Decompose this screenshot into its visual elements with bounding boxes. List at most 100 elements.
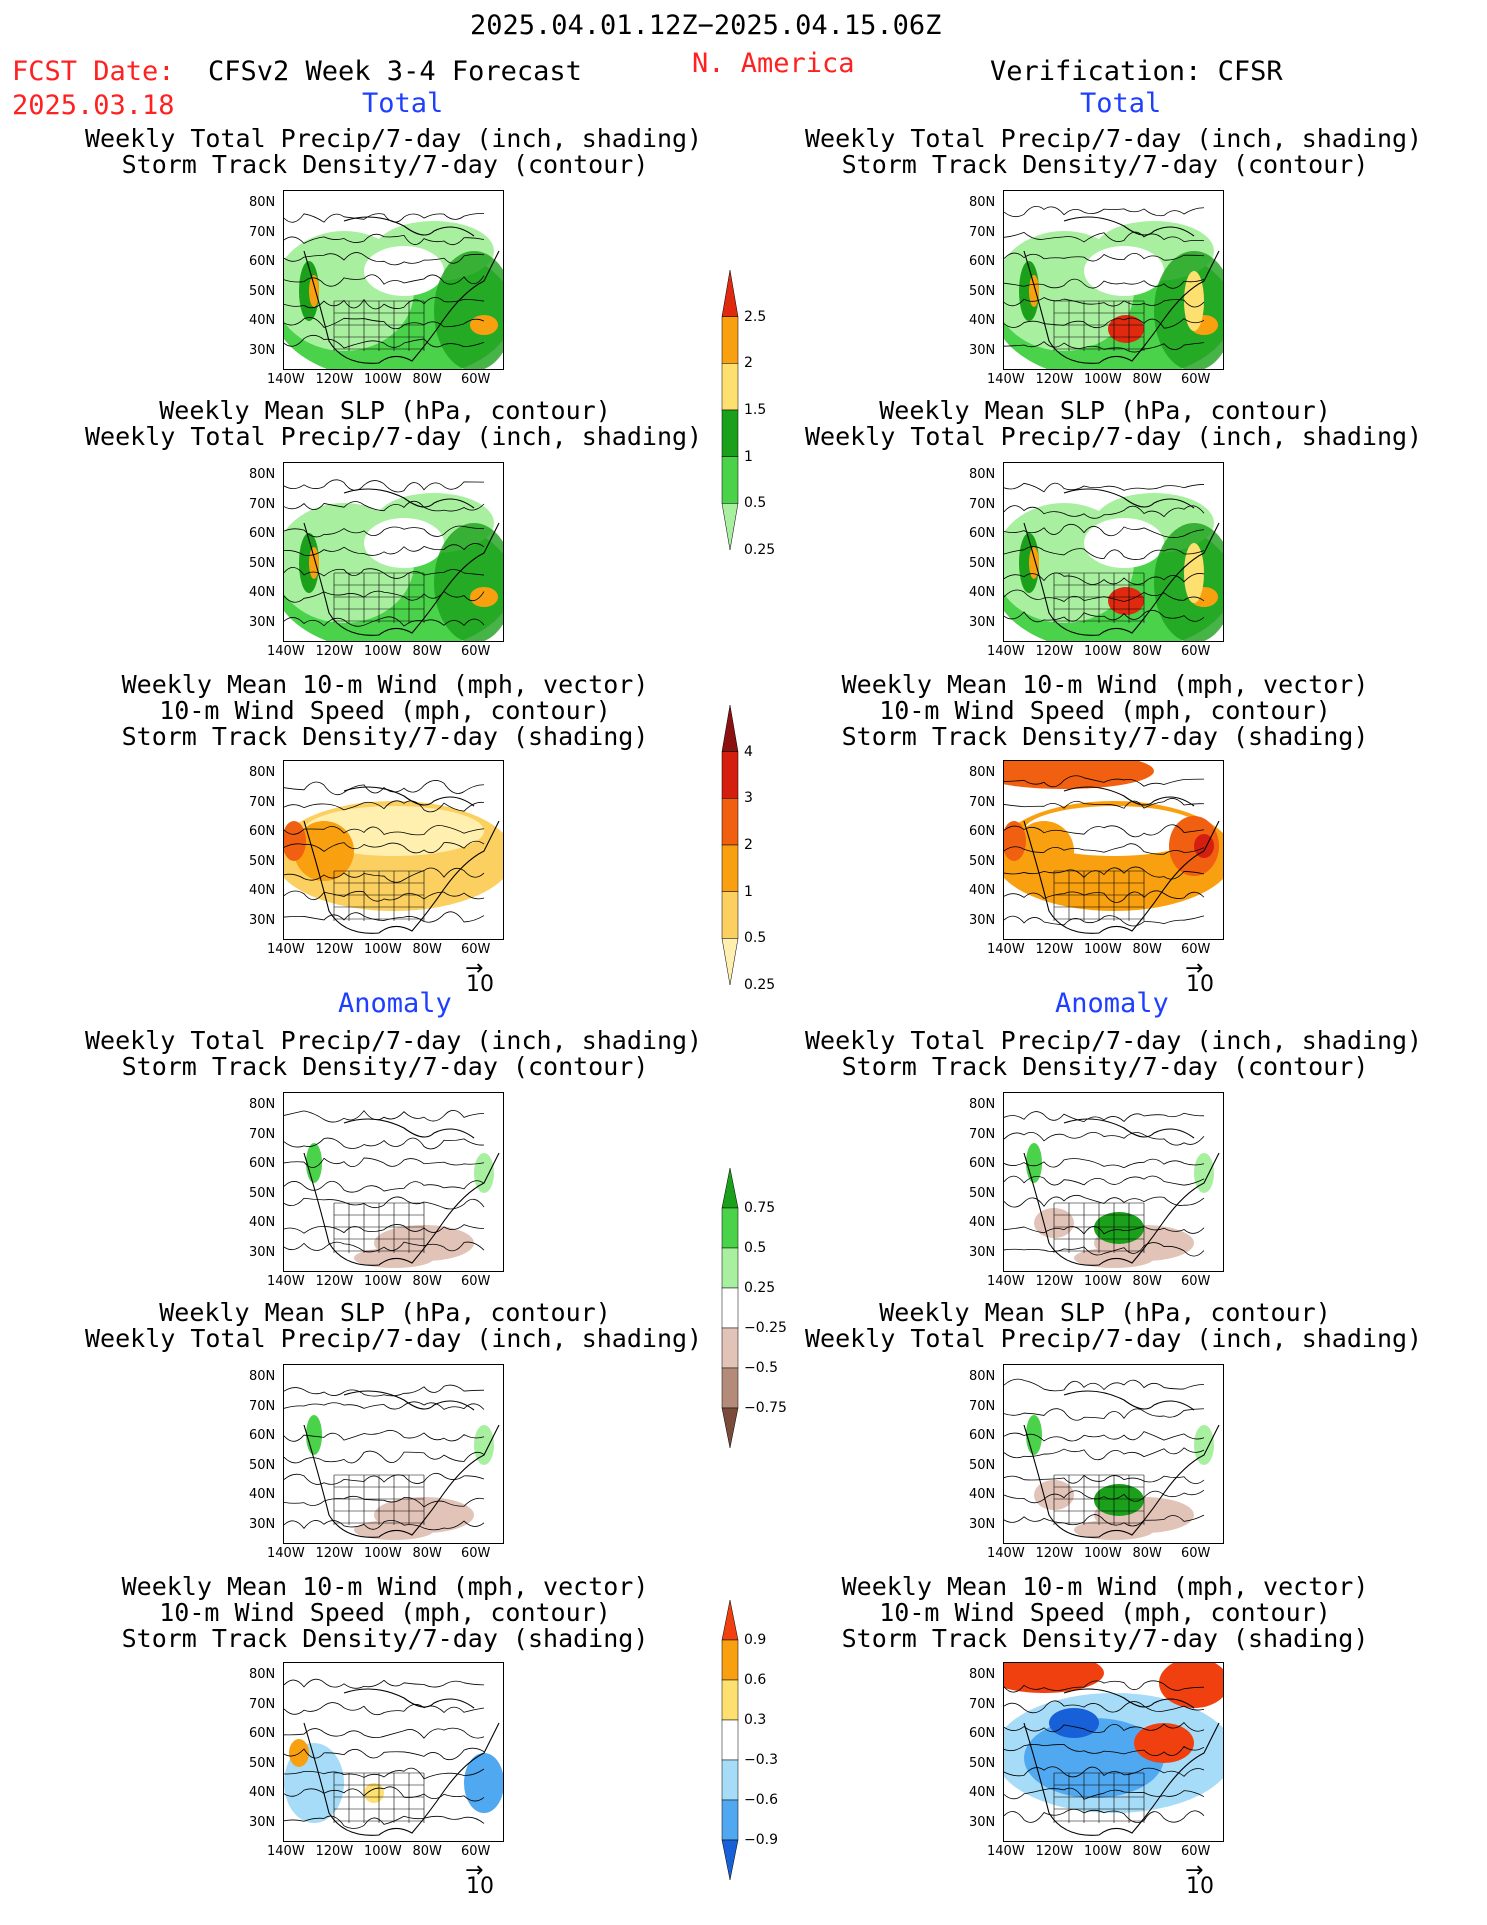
lon-tick-label: 120W [315,1844,354,1859]
verification-title: Verification: CFSR [990,56,1283,87]
panel-title-ob-anom-precip-1: Storm Track Density/7-day (contour) [841,1052,1369,1081]
panel-title-fc-total-wind-0: Weekly Mean 10-m Wind (mph, vector) [121,670,649,699]
model-title: CFSv2 Week 3-4 Forecast [208,56,582,87]
lon-tick-label: 120W [315,1546,354,1561]
lat-tick-label: 30N [969,1814,996,1830]
lat-tick-label: 40N [969,1785,996,1800]
lat-tick-label: 50N [249,1755,276,1771]
panel-title-ob-total-slp-1: Weekly Total Precip/7-day (inch, shading… [805,422,1423,451]
lat-tick-label: 60N [969,254,996,269]
lon-tick-label: 80W [412,1844,442,1859]
colorbar-tick-label: 0.25 [744,977,776,993]
lon-tick-label: 80W [1132,942,1162,957]
lon-tick-label: 80W [1132,1844,1162,1859]
lat-tick-label: 40N [249,1487,276,1502]
vector-reference-label: 10 [1186,1874,1214,1899]
map-shading [284,780,503,934]
lat-tick-label: 70N [969,794,996,810]
lon-tick-label: 140W [987,644,1025,659]
map-panel-fc-anom-precip [283,1092,504,1272]
panel-title-ob-total-wind-2: Storm Track Density/7-day (shading) [841,722,1369,751]
lon-tick-label: 80W [412,372,442,387]
vector-reference-arrow: → [1185,1858,1204,1883]
lat-tick-label: 70N [969,1398,996,1414]
lon-tick-label: 80W [412,1546,442,1561]
lat-tick-label: 30N [249,912,276,928]
lat-tick-label: 80N [249,467,276,482]
lon-tick-label: 60W [1181,1546,1211,1561]
lat-tick-label: 80N [249,1097,276,1112]
lon-tick-label: 100W [364,644,402,659]
colorbar-tick-label: 0.75 [744,1200,776,1216]
panel-title-ob-total-wind-1: 10-m Wind Speed (mph, contour) [879,696,1331,725]
colorbar-tick-label: 0.25 [744,1280,776,1296]
lat-tick-label: 40N [249,1785,276,1800]
lat-tick-label: 50N [969,1755,996,1771]
lon-tick-label: 80W [1132,1274,1162,1289]
lon-tick-label: 140W [267,1546,305,1561]
panel-title-ob-total-precip-1: Storm Track Density/7-day (contour) [841,150,1369,179]
lat-tick-label: 50N [249,283,276,299]
lat-tick-label: 70N [969,496,996,512]
lon-tick-label: 60W [461,644,491,659]
lat-tick-label: 70N [249,1126,276,1142]
lon-tick-label: 120W [315,942,354,957]
lon-tick-label: 60W [461,942,491,957]
lon-tick-label: 140W [987,372,1025,387]
panel-title-fc-total-wind-2: Storm Track Density/7-day (shading) [121,722,649,751]
lon-tick-label: 100W [364,1274,402,1289]
colorbar-tick-label: −0.25 [744,1320,787,1336]
lat-tick-label: 60N [969,1156,996,1171]
colorbar-tick-label: 0.3 [744,1712,767,1728]
map-panel-fc-total-wind [283,760,504,940]
vector-reference-arrow: → [465,956,484,981]
panel-title-ob-anom-slp-1: Weekly Total Precip/7-day (inch, shading… [805,1324,1423,1353]
lat-tick-label: 30N [969,912,996,928]
lat-tick-label: 40N [249,313,276,328]
vector-reference-arrow: → [1185,956,1204,981]
lat-tick-label: 80N [969,467,996,482]
lat-tick-label: 80N [249,765,276,780]
lat-tick-label: 40N [249,1215,276,1230]
lat-tick-label: 70N [249,1398,276,1414]
lat-tick-label: 40N [249,585,276,600]
map-panel-ob-total-precip [1003,190,1224,370]
lat-tick-label: 60N [249,254,276,269]
colorbar-tick-label: 4 [744,743,753,760]
lon-tick-label: 100W [1084,1546,1122,1561]
colorbar-tick-label: 1.5 [744,402,767,418]
map-panel-ob-anom-wind [1003,1662,1224,1842]
lat-tick-label: 60N [249,1726,276,1741]
lon-tick-label: 140W [987,942,1025,957]
colorbar-storm_anom [721,1599,739,1881]
lon-tick-label: 140W [267,1844,305,1859]
lon-tick-label: 120W [1035,1844,1074,1859]
map-panel-fc-anom-wind [283,1662,504,1842]
lat-tick-label: 50N [249,1457,276,1473]
lat-tick-label: 30N [249,1814,276,1830]
lon-tick-label: 100W [1084,372,1122,387]
map-shading [1004,1663,1223,1836]
lon-tick-label: 80W [1132,1546,1162,1561]
lat-tick-label: 40N [969,883,996,898]
panel-title-ob-total-wind-0: Weekly Mean 10-m Wind (mph, vector) [841,670,1369,699]
colorbar-tick-label: 0.5 [744,1240,767,1256]
region-title: N. America [692,48,855,79]
colorbar-tick-label: 3 [744,790,753,807]
lat-tick-label: 60N [249,526,276,541]
lat-tick-label: 40N [969,585,996,600]
lon-tick-label: 60W [461,372,491,387]
lon-tick-label: 80W [412,1274,442,1289]
colorbar-tick-label: −0.75 [744,1400,787,1416]
map-shading [284,479,503,641]
lon-tick-label: 120W [315,372,354,387]
panel-title-fc-anom-precip-1: Storm Track Density/7-day (contour) [121,1052,649,1081]
colorbar-precip_total [721,269,739,551]
lon-tick-label: 100W [1084,1274,1122,1289]
lon-tick-label: 140W [987,1274,1025,1289]
panel-title-fc-anom-precip-0: Weekly Total Precip/7-day (inch, shading… [85,1026,703,1055]
lat-tick-label: 50N [249,555,276,571]
panel-title-ob-total-precip-0: Weekly Total Precip/7-day (inch, shading… [805,124,1423,153]
lon-tick-label: 120W [1035,644,1074,659]
panel-title-ob-anom-wind-0: Weekly Mean 10-m Wind (mph, vector) [841,1572,1369,1601]
